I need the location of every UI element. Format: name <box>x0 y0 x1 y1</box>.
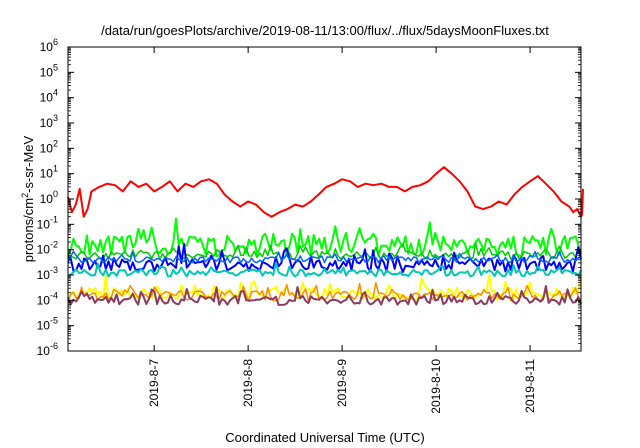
y-tick-label: 100 <box>40 189 58 206</box>
y-tick-exponent: -3 <box>50 265 58 275</box>
y-tick-base: 10 <box>37 344 51 358</box>
y-tick-label: 10-1 <box>37 214 58 231</box>
x-tick-label: 2019-8-9 <box>335 359 349 407</box>
y-axis-label: protons/cm2-s-sr-MeV <box>20 135 36 262</box>
y-tick-base: 10 <box>40 116 54 130</box>
y-tick-label: 105 <box>40 62 58 79</box>
y-tick-exponent: 0 <box>53 189 58 199</box>
y-tick-label: 10-2 <box>37 240 58 257</box>
y-tick-label: 10-6 <box>37 341 58 358</box>
y-tick-base: 10 <box>37 243 51 257</box>
series-line-0 <box>67 166 584 218</box>
y-tick-exponent: 2 <box>53 138 58 148</box>
y-tick-base: 10 <box>37 268 51 282</box>
series-line-5 <box>67 261 582 278</box>
y-tick-label: 103 <box>40 113 58 130</box>
x-tick-label: 2019-8-7 <box>147 359 161 407</box>
y-tick-label: 106 <box>40 37 58 54</box>
y-axis: 10-610-510-410-310-210-11001011021031041… <box>37 37 581 358</box>
x-tick-label: 2019-8-10 <box>429 359 443 414</box>
y-tick-base: 10 <box>40 167 54 181</box>
chart-title: /data/run/goesPlots/archive/2019-08-11/1… <box>101 23 549 38</box>
y-tick-exponent: 5 <box>53 62 58 72</box>
x-tick-label: 2019-8-8 <box>241 359 255 407</box>
x-axis: 2019-8-7 2019-8-8 2019-8-9 2019-8-10 2019-8-… <box>147 47 537 414</box>
y-tick-exponent: 6 <box>53 37 58 47</box>
x-tick-label: 2019-8-11 <box>523 359 537 413</box>
y-tick-base: 10 <box>40 65 54 79</box>
y-tick-exponent: -2 <box>50 240 58 250</box>
y-tick-base: 10 <box>40 91 54 105</box>
y-tick-label: 104 <box>40 88 58 105</box>
y-tick-exponent: 4 <box>53 88 58 98</box>
y-tick-base: 10 <box>40 40 54 54</box>
y-tick-label: 10-4 <box>37 290 58 307</box>
y-tick-base: 10 <box>37 293 51 307</box>
y-tick-base: 10 <box>37 217 51 231</box>
y-tick-label: 101 <box>40 164 58 181</box>
y-tick-exponent: 1 <box>53 164 58 174</box>
y-tick-exponent: -4 <box>50 290 58 300</box>
y-tick-label: 10-3 <box>37 265 58 282</box>
series-line-1 <box>67 217 582 258</box>
y-tick-exponent: 3 <box>53 113 58 123</box>
y-axis-label-part-2: -s-sr-MeV <box>21 135 36 192</box>
series-line-4 <box>67 250 582 264</box>
y-tick-exponent: -6 <box>50 341 58 351</box>
y-tick-base: 10 <box>37 319 51 333</box>
y-axis-label-superscript: 2 <box>20 193 30 198</box>
y-axis-label-part-1: protons/cm <box>21 198 36 262</box>
y-tick-exponent: -1 <box>50 214 58 224</box>
y-tick-label: 102 <box>40 138 58 155</box>
series-line-8 <box>67 285 582 306</box>
y-tick-base: 10 <box>40 192 54 206</box>
x-axis-label: Coordinated Universal Time (UTC) <box>225 430 424 445</box>
series-layer <box>67 166 584 306</box>
y-tick-exponent: -5 <box>50 316 58 326</box>
series-line-2 <box>67 242 582 260</box>
y-tick-base: 10 <box>40 141 54 155</box>
y-tick-label: 10-5 <box>37 316 58 333</box>
